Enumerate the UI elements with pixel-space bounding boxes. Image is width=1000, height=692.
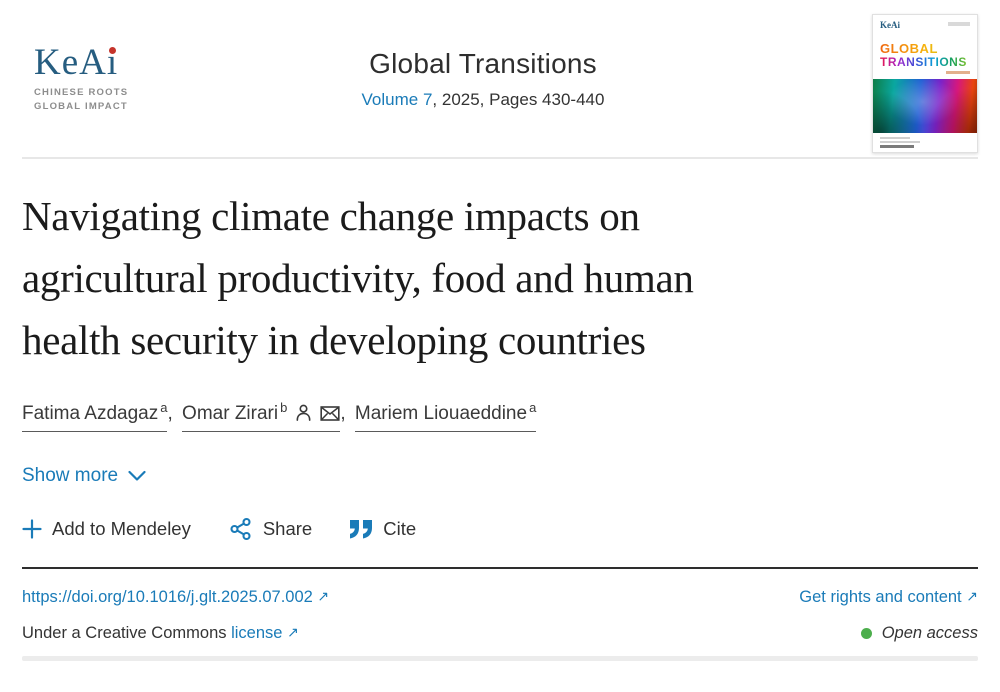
keai-tagline: CHINESE ROOTS GLOBAL IMPACT: [34, 87, 129, 113]
quote-icon: [350, 519, 373, 539]
cover-earth-image: [873, 79, 977, 133]
author-separator: ,: [340, 403, 351, 424]
open-access-label: Open access: [881, 624, 978, 642]
share-button[interactable]: Share: [229, 517, 312, 541]
author-list: Fatima Azdagaz a, Omar Zirari b, Mariem Li…: [22, 400, 978, 432]
open-access-badge: Open access: [860, 624, 978, 643]
keai-red-dot-icon: [109, 47, 117, 54]
open-access-dot-icon: [860, 628, 872, 639]
cover-publisher-logo: KeAi: [880, 20, 900, 30]
cover-footer-text: [880, 137, 970, 148]
chevron-down-icon: [128, 470, 146, 482]
cover-top: KeAi: [880, 20, 970, 30]
external-link-icon: ↗: [966, 588, 978, 604]
license-link[interactable]: license ↗: [231, 624, 299, 642]
author-separator: ,: [167, 403, 179, 424]
doi-link[interactable]: https://doi.org/10.1016/j.glt.2025.07.00…: [22, 588, 330, 606]
cover-title: GLOBAL TRANSITIONS: [880, 42, 970, 68]
header-divider: [22, 157, 978, 159]
license-text: Under a Creative Commons license ↗: [22, 624, 299, 642]
journal-cover-thumbnail[interactable]: KeAi GLOBAL TRANSITIONS: [872, 14, 978, 153]
envelope-icon: [320, 406, 340, 427]
author-omar-zirari[interactable]: Omar Zirari b: [182, 399, 341, 432]
journal-citation: Volume 7, 2025, Pages 430-440: [214, 90, 752, 110]
license-row: Under a Creative Commons license ↗ Open …: [22, 624, 978, 643]
author-mariem-liouaeddine[interactable]: Mariem Liouaeddine a: [354, 399, 537, 432]
journal-banner: KeAi CHINESE ROOTS GLOBAL IMPACT Global …: [22, 0, 978, 157]
article-title: Navigating climate change impacts on agr…: [22, 193, 694, 363]
share-nodes-icon: [229, 517, 253, 541]
plus-icon: [22, 519, 42, 539]
author-affiliation-sup: a: [529, 399, 537, 415]
author-affiliation-sup: b: [280, 399, 288, 415]
doi-rights-row: https://doi.org/10.1016/j.glt.2025.07.00…: [22, 588, 978, 607]
section-divider: [22, 656, 978, 661]
author-fatima-azdagaz[interactable]: Fatima Azdagaz a: [22, 399, 168, 432]
corresponding-author-person-icon: [294, 404, 313, 427]
cover-issue-text: [948, 22, 970, 26]
citation-rest: , 2025, Pages 430-440: [432, 90, 605, 109]
external-link-icon: ↗: [287, 624, 299, 640]
external-link-icon: ↗: [317, 588, 330, 604]
article-toolbar: Add to Mendeley Share Cite: [22, 517, 978, 541]
section-rule: [22, 567, 978, 569]
add-to-mendeley-button[interactable]: Add to Mendeley: [22, 518, 191, 540]
volume-link[interactable]: Volume 7: [361, 90, 433, 109]
cover-volume-text: [946, 71, 970, 75]
journal-info: Global Transitions Volume 7, 2025, Pages…: [214, 48, 752, 110]
show-more-button[interactable]: Show more: [22, 465, 146, 487]
author-affiliation-sup: a: [160, 399, 168, 415]
journal-title-link[interactable]: Global Transitions: [369, 48, 597, 79]
keai-wordmark: KeAi: [34, 42, 119, 83]
keai-logo[interactable]: KeAi CHINESE ROOTS GLOBAL IMPACT: [34, 44, 214, 115]
cite-button[interactable]: Cite: [350, 518, 416, 540]
get-rights-link[interactable]: Get rights and content ↗: [799, 588, 978, 606]
show-more-row: Show more: [22, 432, 978, 487]
